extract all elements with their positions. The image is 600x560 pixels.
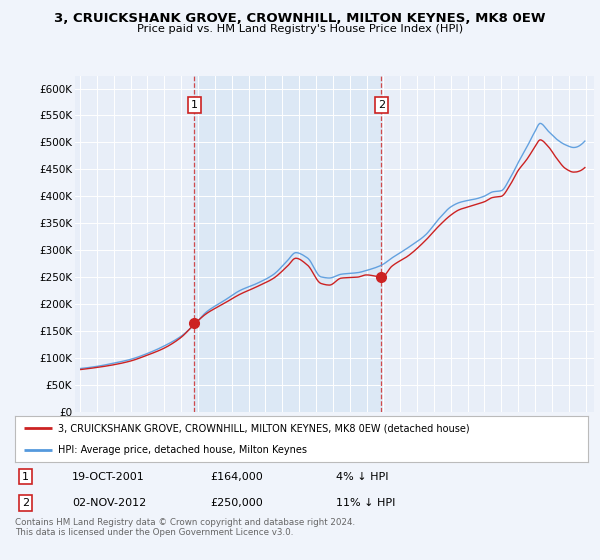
Text: 3, CRUICKSHANK GROVE, CROWNHILL, MILTON KEYNES, MK8 0EW: 3, CRUICKSHANK GROVE, CROWNHILL, MILTON … bbox=[54, 12, 546, 25]
Text: 2: 2 bbox=[377, 100, 385, 110]
Text: £250,000: £250,000 bbox=[210, 498, 263, 508]
Text: 2: 2 bbox=[22, 498, 29, 508]
Text: 1: 1 bbox=[22, 472, 29, 482]
Text: 02-NOV-2012: 02-NOV-2012 bbox=[73, 498, 146, 508]
Bar bbox=[194, 76, 381, 412]
Text: £164,000: £164,000 bbox=[210, 472, 263, 482]
Text: 11% ↓ HPI: 11% ↓ HPI bbox=[336, 498, 395, 508]
Text: 19-OCT-2001: 19-OCT-2001 bbox=[73, 472, 145, 482]
Text: Contains HM Land Registry data © Crown copyright and database right 2024.
This d: Contains HM Land Registry data © Crown c… bbox=[15, 518, 355, 538]
Text: Price paid vs. HM Land Registry's House Price Index (HPI): Price paid vs. HM Land Registry's House … bbox=[137, 24, 463, 34]
Text: HPI: Average price, detached house, Milton Keynes: HPI: Average price, detached house, Milt… bbox=[58, 445, 307, 455]
Text: 3, CRUICKSHANK GROVE, CROWNHILL, MILTON KEYNES, MK8 0EW (detached house): 3, CRUICKSHANK GROVE, CROWNHILL, MILTON … bbox=[58, 423, 470, 433]
Text: 4% ↓ HPI: 4% ↓ HPI bbox=[336, 472, 388, 482]
Text: 1: 1 bbox=[191, 100, 198, 110]
